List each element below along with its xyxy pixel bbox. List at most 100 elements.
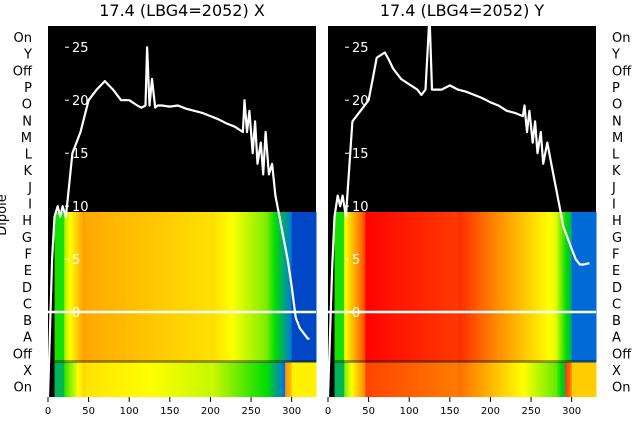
heatmap-cell (181, 212, 184, 362)
heatmap-cell (527, 212, 530, 362)
heatmap-cell (173, 212, 176, 362)
heatmap-cell (362, 362, 365, 397)
heatmap-cell (88, 362, 91, 397)
row-label: On (612, 381, 630, 396)
heatmap-cell (444, 362, 448, 397)
row-label: Y (611, 48, 620, 63)
heatmap-cell (555, 362, 558, 397)
heatmap-cell (358, 212, 361, 362)
row-label: C (612, 297, 621, 312)
heatmap-cell (259, 212, 262, 362)
heatmap-cell (532, 362, 535, 397)
heatmap-cell (412, 362, 415, 397)
heatmap-cell (93, 362, 96, 397)
heatmap-cell (537, 362, 540, 397)
heatmap-cell (187, 212, 190, 362)
heatmap-cell (125, 212, 129, 362)
heatmap-band (328, 212, 597, 397)
heatmap-cell (345, 362, 348, 397)
heatmap-cell (532, 212, 535, 362)
heatmap-cell (573, 212, 576, 362)
heatmap-cell (242, 362, 246, 397)
heatmap-cell (138, 362, 142, 397)
heatmap-cell (373, 362, 376, 397)
row-separator (328, 360, 596, 363)
heatmap-cell (345, 212, 348, 362)
heatmap-cell (57, 362, 60, 397)
heatmap-cell (501, 212, 504, 362)
heatmap-cell (116, 362, 119, 397)
heatmap-cell (304, 362, 307, 397)
heatmap-cell (488, 362, 491, 397)
heatmap-cell (496, 362, 500, 397)
heatmap-cell (518, 212, 521, 362)
heatmap-cell (352, 362, 355, 397)
heatmap-cell (394, 362, 397, 397)
heatmap-cell (179, 362, 182, 397)
heatmap-cell (360, 362, 363, 397)
heatmap-cell (415, 362, 418, 397)
row-label: O (612, 98, 622, 113)
heatmap-cell (459, 362, 462, 397)
heatmap-cell (117, 362, 120, 397)
heatmap-cell (171, 212, 174, 362)
heatmap-cell (111, 362, 114, 397)
heatmap-cell (529, 212, 532, 362)
heatmap-cell (381, 362, 384, 397)
heatmap-cell (407, 362, 410, 397)
heatmap-cell (404, 212, 407, 362)
heatmap-cell (218, 362, 221, 397)
heatmap-cell (383, 212, 386, 362)
heatmap-cell (565, 362, 568, 397)
heatmap-cell (357, 362, 360, 397)
heatmap-cell (64, 212, 67, 362)
heatmap-cell (518, 362, 521, 397)
heatmap-cell (480, 362, 483, 397)
inner-tick-label: 5 (72, 253, 80, 268)
heatmap-cell (215, 212, 218, 362)
heatmap-cell (379, 212, 383, 362)
heatmap-cell (474, 362, 477, 397)
heatmap-cell (571, 362, 574, 397)
heatmap-cell (138, 212, 142, 362)
heatmap-cell (339, 212, 342, 362)
heatmap-cell (299, 362, 302, 397)
heatmap-cell (202, 362, 205, 397)
heatmap-cell (425, 212, 428, 362)
heatmap-cell (534, 362, 537, 397)
heatmap-cell (252, 362, 255, 397)
heatmap-cell (505, 212, 508, 362)
heatmap-cell (415, 212, 418, 362)
heatmap-cell (365, 362, 368, 397)
heatmap-cell (189, 212, 192, 362)
heatmap-cell (417, 362, 420, 397)
heatmap-cell (234, 212, 237, 362)
heatmap-cell (587, 362, 591, 397)
heatmap-cell (366, 212, 370, 362)
heatmap-cell (101, 362, 104, 397)
heatmap-cell (534, 212, 537, 362)
heatmap-cell (467, 212, 470, 362)
heatmap-cell (337, 362, 340, 397)
heatmap-cell (236, 212, 239, 362)
heatmap-cell (291, 362, 294, 397)
heatmap-cell (457, 362, 461, 397)
heatmap-cell (561, 212, 565, 362)
heatmap-cell (448, 212, 451, 362)
heatmap-cell (280, 362, 283, 397)
heatmap-cell (99, 212, 103, 362)
heatmap-cell (312, 212, 315, 362)
heatmap-cell (466, 212, 469, 362)
heatmap-cell (228, 212, 231, 362)
heatmap-cell (470, 212, 474, 362)
heatmap-cell (101, 212, 104, 362)
heatmap-cell (550, 362, 553, 397)
heatmap-cell (220, 212, 223, 362)
heatmap-cell (288, 362, 291, 397)
heatmap-cell (122, 362, 125, 397)
heatmap-left-edge (48, 26, 55, 397)
heatmap-cell (492, 212, 495, 362)
heatmap-cell (389, 362, 392, 397)
row-label: A (612, 331, 621, 346)
heatmap-cell (103, 212, 106, 362)
